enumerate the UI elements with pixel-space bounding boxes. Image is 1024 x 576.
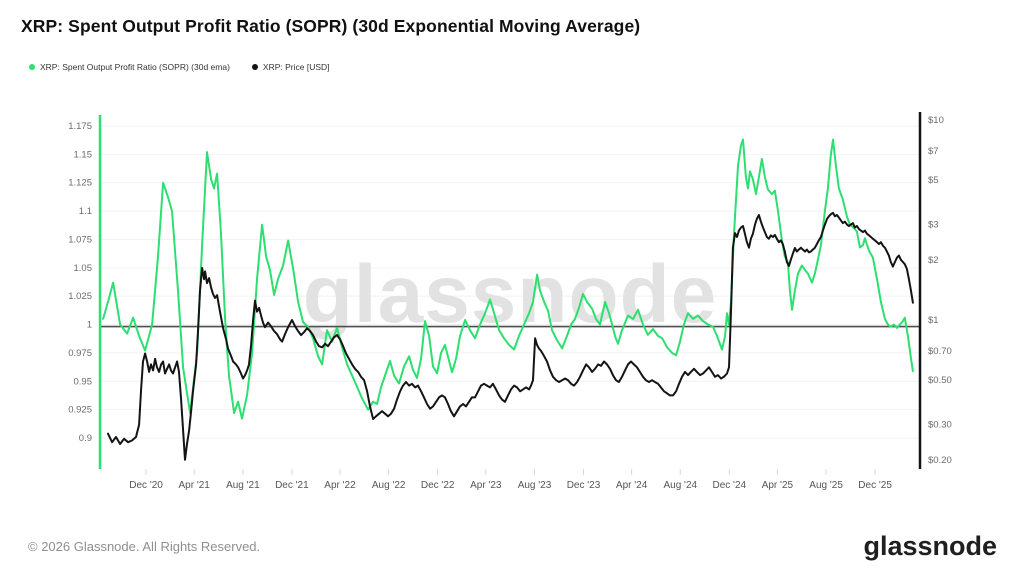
x-tick-label: Dec '24 [712,480,746,491]
legend-item-label: XRP: Price [USD] [262,62,330,72]
x-tick-label: Dec '20 [129,480,163,491]
y-right-tick-label: $10 [928,115,944,126]
y-left-tick-label: 0.9 [79,433,92,444]
x-tick-label: Dec '23 [567,480,601,491]
x-tick-label: Apr '25 [762,480,794,491]
x-tick-label: Dec '22 [421,480,455,491]
chart-legend: XRP: Spent Output Profit Ratio (SOPR) (3… [29,62,330,72]
x-tick-label: Aug '22 [372,480,406,491]
legend-item-label: XRP: Spent Output Profit Ratio (SOPR) (3… [40,62,230,72]
x-tick-label: Dec '21 [275,480,309,491]
y-right-tick-label: $1 [928,315,939,326]
y-left-tick-label: 1.175 [68,121,92,132]
x-tick-label: Dec '25 [858,480,892,491]
x-tick-label: Apr '21 [179,480,211,491]
sopr-legend-dot-icon [29,64,35,70]
y-right-tick-label: $0.20 [928,455,952,466]
y-left-tick-label: 0.925 [68,405,92,416]
glassnode-logo: glassnode [863,531,997,561]
glassnode-watermark: glassnode [303,249,718,340]
y-left-tick-label: 1.025 [68,291,92,302]
x-tick-label: Aug '21 [226,480,260,491]
y-right-tick-label: $3 [928,220,939,231]
y-right-tick-label: $0.30 [928,420,952,431]
x-tick-label: Apr '22 [324,480,356,491]
y-left-tick-label: 1.05 [74,263,93,274]
y-right-tick-label: $5 [928,175,939,186]
x-tick-label: Apr '23 [470,480,502,491]
price-legend-dot-icon [251,64,258,70]
x-tick-label: Aug '24 [663,480,697,491]
y-right-tick-label: $0.70 [928,346,952,357]
y-left-tick-label: 0.95 [74,376,93,387]
y-left-tick-label: 1.075 [68,234,92,245]
y-left-tick-label: 1.1 [79,206,92,217]
legend-item-price[interactable]: XRP: Price [USD] [251,62,330,72]
y-left-tick-label: 1 [87,320,92,331]
y-left-tick-label: 1.125 [68,178,92,189]
sopr-line-series [102,138,914,420]
page-title: XRP: Spent Output Profit Ratio (SOPR) (3… [21,16,641,36]
y-right-tick-label: $0.50 [928,375,952,386]
y-right-tick-label: $7 [928,146,939,157]
price-line-series [107,211,914,461]
y-right-tick-label: $2 [928,255,939,266]
x-tick-label: Aug '25 [809,480,843,491]
x-tick-label: Apr '24 [616,480,648,491]
y-left-tick-label: 0.975 [68,348,92,359]
copyright-text: © 2026 Glassnode. All Rights Reserved. [28,539,261,554]
y-left-tick-label: 1.15 [74,149,93,160]
legend-item-sopr[interactable]: XRP: Spent Output Profit Ratio (SOPR) (3… [29,62,230,72]
x-tick-label: Aug '23 [518,480,552,491]
